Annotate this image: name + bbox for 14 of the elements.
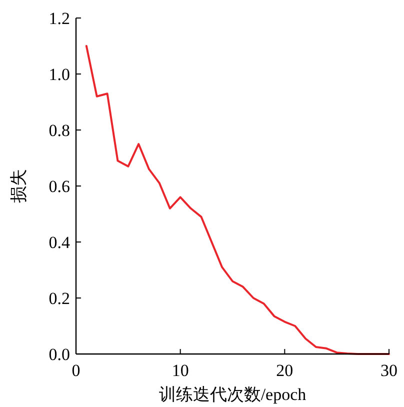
y-tick-label: 1.0	[48, 65, 70, 84]
y-tick-label: 0.4	[48, 233, 70, 252]
y-tick-label: 1.2	[48, 9, 70, 28]
x-tick-label: 30	[380, 361, 398, 380]
line-series	[85, 45, 390, 355]
x-tick-label: 20	[276, 361, 294, 380]
y-tick-label: 0.2	[48, 289, 70, 308]
y-tick-label: 0.6	[48, 177, 70, 196]
y-tick-label: 0.8	[48, 121, 70, 140]
y-axis-title: 损失	[9, 169, 28, 203]
x-tick-label: 10	[172, 361, 189, 380]
x-tick-label: 0	[72, 361, 80, 380]
y-tick-label: 0.0	[48, 345, 70, 364]
x-axis-title: 训练迭代次数/epoch	[158, 385, 307, 404]
